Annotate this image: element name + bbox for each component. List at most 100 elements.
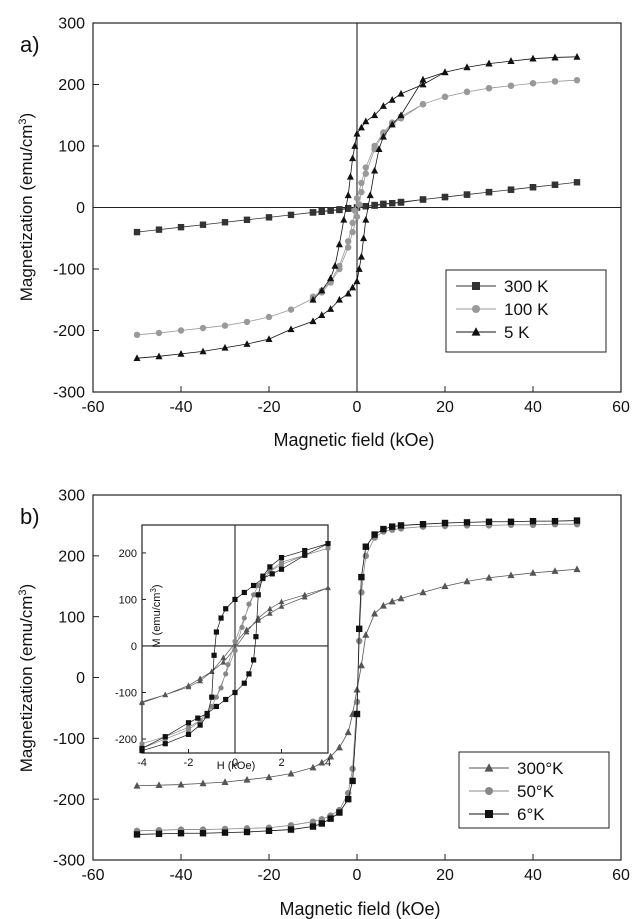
panel-a-data-point: [357, 252, 365, 260]
panel-a-data-point: [327, 207, 334, 214]
panel-b-data-point: [243, 775, 251, 783]
panel-a-data-point: [265, 335, 273, 342]
panel-b-data-point: [507, 518, 515, 525]
panel-b-data-point: [529, 517, 537, 525]
panel-a-data-point: [388, 120, 396, 128]
panel-a-data-point: [349, 154, 357, 162]
panel-b-data-point: [397, 522, 405, 529]
inset-data-point: [225, 661, 231, 668]
panel-a-ylabel-sup: 3: [17, 118, 29, 124]
panel-a-data-point: [485, 188, 493, 196]
panel-a-data-point: [463, 63, 471, 71]
panel-a-xtick-label: 20: [436, 399, 454, 416]
panel-b-data-point: [356, 625, 363, 633]
panel-a-data-point: [362, 170, 369, 177]
panel-b-data-point: [380, 525, 387, 533]
inset-data-point: [301, 591, 308, 598]
inset-data-point: [325, 545, 331, 551]
panel-a-data-point: [388, 96, 396, 103]
inset-xlabel: H (kOe): [217, 760, 256, 772]
panel-a-legend-label: 100 K: [504, 300, 549, 319]
panel-a-data-point: [353, 195, 361, 202]
inset-data-point: [197, 675, 203, 681]
inset-series-3: [139, 541, 331, 754]
inset-data-point: [246, 671, 252, 677]
inset-data-point: [278, 603, 285, 609]
inset-data-point: [139, 741, 145, 747]
panel-b-ytick-label: 0: [76, 670, 85, 687]
panel-a-data-point: [309, 209, 317, 216]
panel-a-data-point: [371, 201, 378, 209]
panel-a-data-point: [243, 216, 251, 223]
panel-b-series-line: [136, 520, 578, 835]
panel-b-data-point: [573, 565, 581, 573]
panel-b-chart: b) -60 -40 -20 0 20 40 60-300-200-100010020030…: [17, 488, 630, 919]
panel-a-data-point: [349, 228, 356, 236]
inset-data-point: [213, 694, 219, 700]
panel-a-data-point: [221, 322, 229, 329]
panel-a-data-point: [155, 226, 163, 233]
panel-b-ytick-label: 200: [58, 548, 85, 565]
panel-a-xtick-label: 40: [524, 399, 542, 416]
panel-a-data-point: [551, 53, 559, 61]
panel-b-ytick-label: 300: [58, 488, 85, 505]
panel-a-data-point: [309, 317, 317, 325]
panel-b-legend-label: 50°K: [517, 782, 555, 801]
panel-b-data-point: [155, 830, 163, 838]
panel-b-data-point: [353, 685, 361, 693]
inset-data-point: [213, 629, 219, 635]
panel-a-data-point: [133, 228, 141, 236]
panel-b-data-point: [336, 809, 343, 816]
panel-a-data-point: [573, 179, 581, 186]
panel-a-data-point: [287, 325, 295, 333]
panel-b-xtick-label: -60: [81, 867, 104, 884]
panel-a-data-point: [397, 111, 405, 119]
panel-a-data-point: [419, 100, 427, 108]
panel-b-data-point: [309, 818, 317, 825]
inset-data-point: [204, 710, 210, 717]
panel-b-xtick-label: 60: [612, 867, 630, 884]
panel-b-data-point: [199, 830, 207, 837]
inset-ytick-label: 200: [119, 548, 137, 560]
panel-b-data-point: [551, 517, 559, 525]
inset-ytick-label: 100: [119, 594, 137, 606]
inset-data-point: [251, 582, 257, 589]
panel-a-data-point: [346, 172, 354, 180]
panel-b-data-point: [309, 823, 317, 830]
panel-b-legend-marker: [485, 787, 493, 795]
panel-b-data-point: [177, 780, 185, 788]
panel-b-xtick-label: -40: [169, 867, 192, 884]
panel-a-data-point: [371, 166, 379, 174]
panel-b-data-point: [485, 573, 493, 581]
inset-xtick-label: 2: [278, 757, 284, 769]
panel-a-label: a): [20, 32, 40, 57]
panel-a-ylabel-end: ): [17, 113, 36, 119]
panel-a-series-3: [133, 52, 581, 362]
inset-data-point: [267, 610, 273, 616]
panel-b-xlabel: Magnetic field (kOe): [279, 899, 440, 919]
panel-b-legend-box: [458, 751, 610, 829]
panel-b-series-1: [133, 565, 581, 789]
inset-data-point: [223, 606, 229, 612]
inset-data-point: [185, 682, 192, 688]
panel-a-data-point: [379, 102, 387, 109]
panel-a-data-point: [355, 265, 363, 272]
panel-b-data-point: [362, 543, 369, 550]
inset-ylabel-main: M (emu/cm: [151, 593, 163, 648]
panel-a-data-point: [360, 234, 368, 242]
panel-b-legend-label: 300°K: [517, 759, 564, 778]
inset-data-point: [232, 596, 238, 603]
panel-b-data-point: [573, 517, 581, 524]
panel-a-data-point: [507, 57, 515, 65]
panel-a-data-point: [199, 221, 207, 228]
panel-a-data-point: [529, 80, 537, 87]
inset-ylabel-end: ): [151, 584, 163, 588]
panel-a-ylabel: Magnetization (emu/cm3): [17, 113, 36, 301]
inset-data-point: [267, 564, 273, 570]
panel-a-data-point: [573, 52, 581, 60]
inset-data-point: [213, 703, 219, 710]
panel-b-data-point: [221, 829, 229, 836]
panel-a-data-point: [331, 262, 339, 269]
panel-b-data-point: [353, 710, 361, 718]
panel-b-data-point: [265, 773, 273, 781]
